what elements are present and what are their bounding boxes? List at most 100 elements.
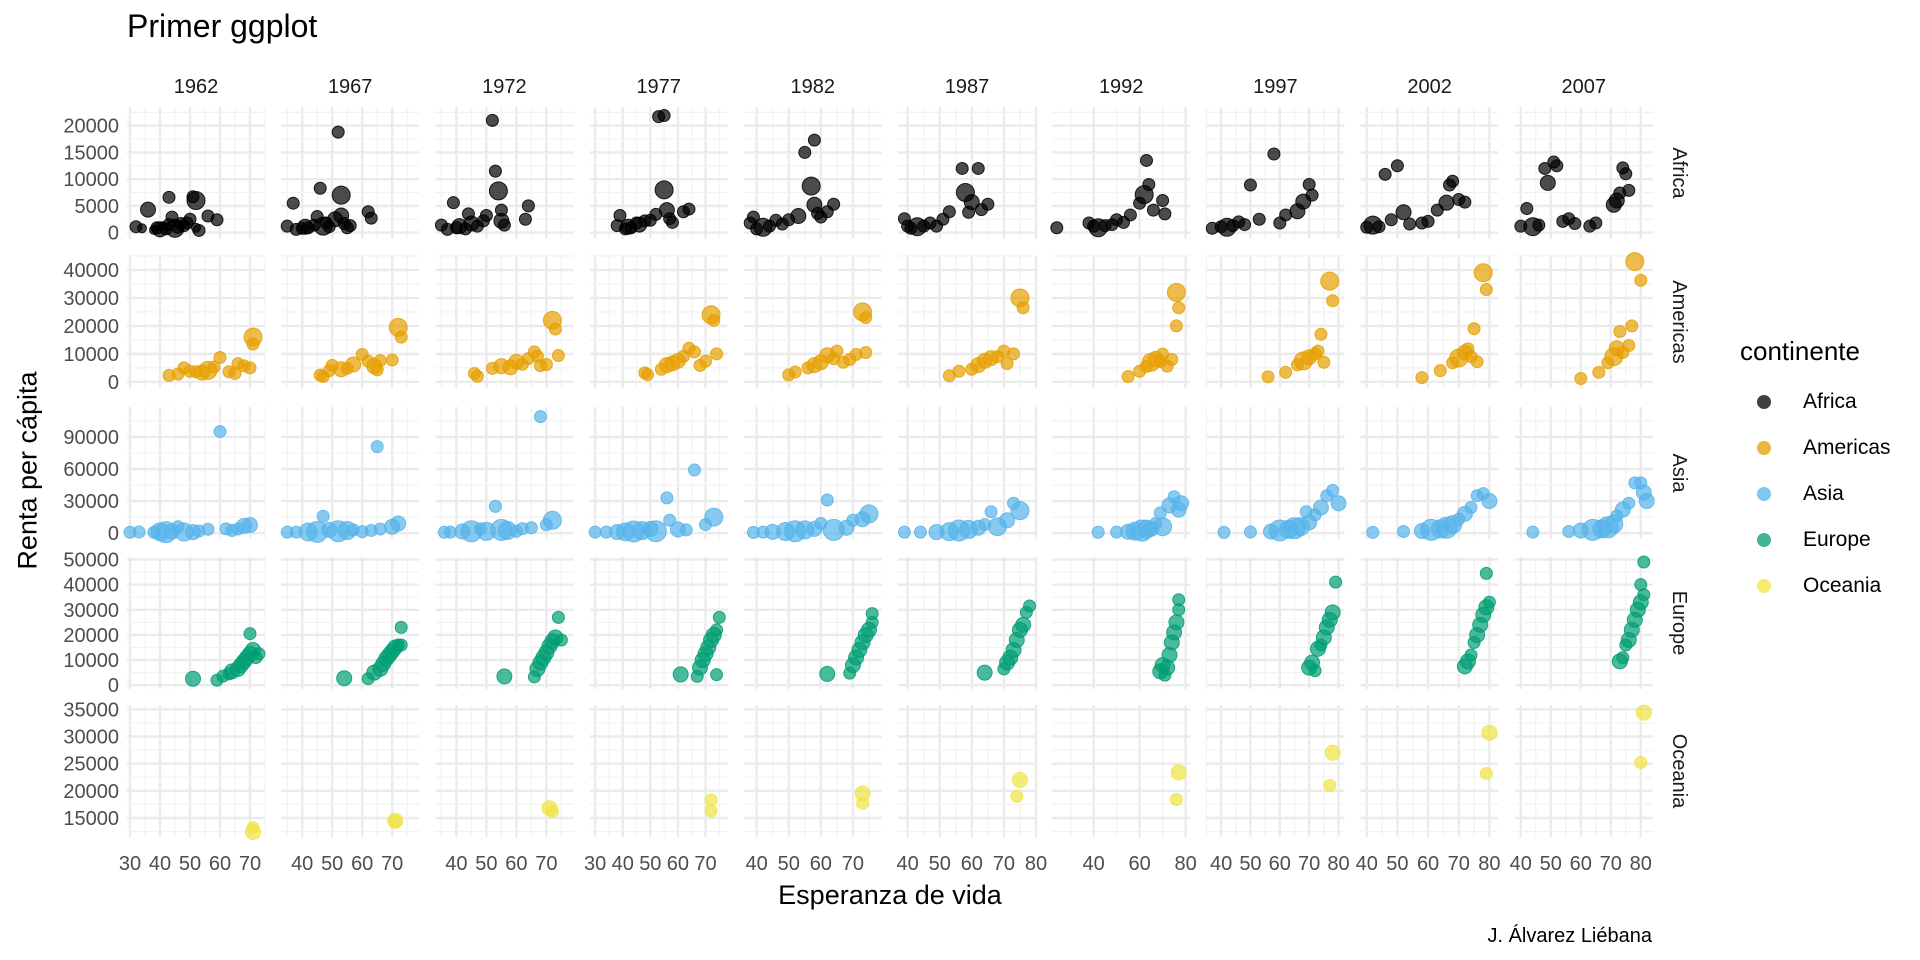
data-point-asia — [373, 522, 387, 536]
facet-panel — [127, 107, 266, 239]
data-point-africa — [1395, 204, 1412, 221]
data-point-africa — [1403, 217, 1417, 231]
facet-strip-label-col: 1987 — [945, 76, 990, 98]
data-point-africa — [1156, 194, 1170, 208]
x-tick-label: 70 — [842, 853, 864, 875]
x-tick-label: 40 — [1082, 853, 1104, 875]
data-point-americas — [1470, 355, 1484, 369]
facet-panel — [1205, 407, 1347, 542]
x-tick-label: 70 — [239, 853, 261, 875]
data-point-africa — [955, 161, 969, 175]
data-point-africa — [1378, 167, 1392, 181]
data-point-europe — [1023, 599, 1037, 613]
facet-panel — [743, 557, 882, 689]
x-tick-label: 40 — [291, 853, 313, 875]
x-tick-label: 70 — [993, 853, 1015, 875]
y-tick-label: 0 — [108, 675, 119, 697]
data-point-africa — [1252, 212, 1266, 226]
data-point-asia — [687, 463, 701, 477]
data-point-americas — [246, 337, 260, 351]
data-point-africa — [790, 208, 807, 225]
data-point-americas — [788, 365, 802, 379]
data-point-americas — [385, 353, 399, 367]
data-point-americas — [1007, 347, 1021, 361]
y-tick-label: 15000 — [63, 142, 119, 164]
data-point-americas — [1467, 322, 1481, 336]
data-point-africa — [807, 133, 821, 147]
data-point-europe — [1464, 648, 1478, 662]
facet-panel — [1360, 557, 1499, 689]
data-point-asia — [1397, 525, 1411, 539]
x-tick-label: 60 — [351, 853, 373, 875]
data-point-americas — [859, 345, 873, 359]
data-point-africa — [364, 211, 378, 225]
legend-label: Oceania — [1803, 574, 1882, 597]
data-point-africa — [518, 212, 532, 226]
x-tick-label: 70 — [1600, 853, 1622, 875]
legend-label: Asia — [1803, 482, 1844, 505]
facet-panel — [123, 407, 266, 544]
y-tick-label: 15000 — [63, 808, 119, 830]
x-tick-label: 40 — [1510, 853, 1532, 875]
data-point-americas — [1320, 271, 1340, 291]
data-point-americas — [1166, 282, 1186, 302]
facet-panel — [1052, 407, 1191, 542]
data-point-americas — [394, 330, 408, 344]
x-tick-label: 80 — [1174, 853, 1196, 875]
data-point-africa — [1421, 214, 1435, 228]
data-point-europe — [185, 670, 201, 687]
facet-strip-label-col: 1992 — [1099, 76, 1144, 98]
data-point-asia — [820, 493, 834, 507]
data-point-europe — [1479, 566, 1493, 580]
data-point-africa — [192, 223, 206, 237]
data-point-americas — [830, 344, 844, 358]
data-point-oceania — [1169, 793, 1183, 807]
data-point-oceania — [1010, 789, 1024, 803]
data-point-europe — [672, 666, 689, 683]
data-point-oceania — [856, 796, 870, 810]
data-point-americas — [1317, 355, 1331, 369]
data-point-africa — [1372, 220, 1386, 234]
facet-panel — [1514, 252, 1653, 388]
x-axis-label: Esperanza de vida — [778, 880, 1002, 910]
facet-panel — [280, 107, 420, 239]
x-tick-label: 30 — [119, 853, 141, 875]
chart-title: Primer ggplot — [127, 8, 318, 44]
facet-strip-label-col: 1982 — [791, 76, 836, 98]
data-point-americas — [551, 349, 565, 363]
y-tick-label: 0 — [108, 223, 119, 245]
data-point-americas — [373, 354, 387, 368]
data-point-asia — [390, 515, 407, 532]
data-point-oceania — [388, 814, 402, 828]
data-point-africa — [963, 194, 980, 211]
data-point-oceania — [1481, 724, 1498, 741]
legend-key-americas — [1757, 441, 1771, 455]
data-point-africa — [1568, 217, 1582, 231]
facet-panel — [743, 255, 882, 388]
facet-panel — [1514, 407, 1655, 541]
data-point-oceania — [1011, 771, 1028, 788]
data-point-americas — [1479, 283, 1493, 297]
legend-item-oceania: Oceania — [1740, 563, 1891, 609]
data-point-americas — [1261, 370, 1275, 384]
data-point-africa — [488, 164, 502, 178]
data-point-africa — [1538, 161, 1552, 175]
data-point-europe — [1616, 651, 1630, 665]
data-point-asia — [1312, 499, 1329, 516]
y-tick-label: 20000 — [63, 316, 119, 338]
x-tick-label: 40 — [612, 853, 634, 875]
y-tick-label: 90000 — [63, 427, 119, 449]
data-point-asia — [1526, 525, 1540, 539]
facet-strip-label-col: 2007 — [1562, 76, 1607, 98]
data-point-americas — [345, 356, 362, 373]
x-tick-label: 60 — [667, 853, 689, 875]
facet-panel — [1514, 704, 1653, 837]
data-point-asia — [1173, 495, 1189, 512]
data-point-africa — [1532, 218, 1546, 232]
data-point-oceania — [1323, 778, 1337, 792]
data-point-europe — [710, 623, 724, 637]
x-tick-label: 70 — [381, 853, 403, 875]
data-point-asia — [242, 517, 258, 534]
y-tick-label: 30000 — [63, 288, 119, 310]
